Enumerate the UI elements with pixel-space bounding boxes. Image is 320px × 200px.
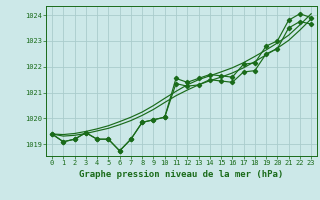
X-axis label: Graphe pression niveau de la mer (hPa): Graphe pression niveau de la mer (hPa) — [79, 170, 284, 179]
